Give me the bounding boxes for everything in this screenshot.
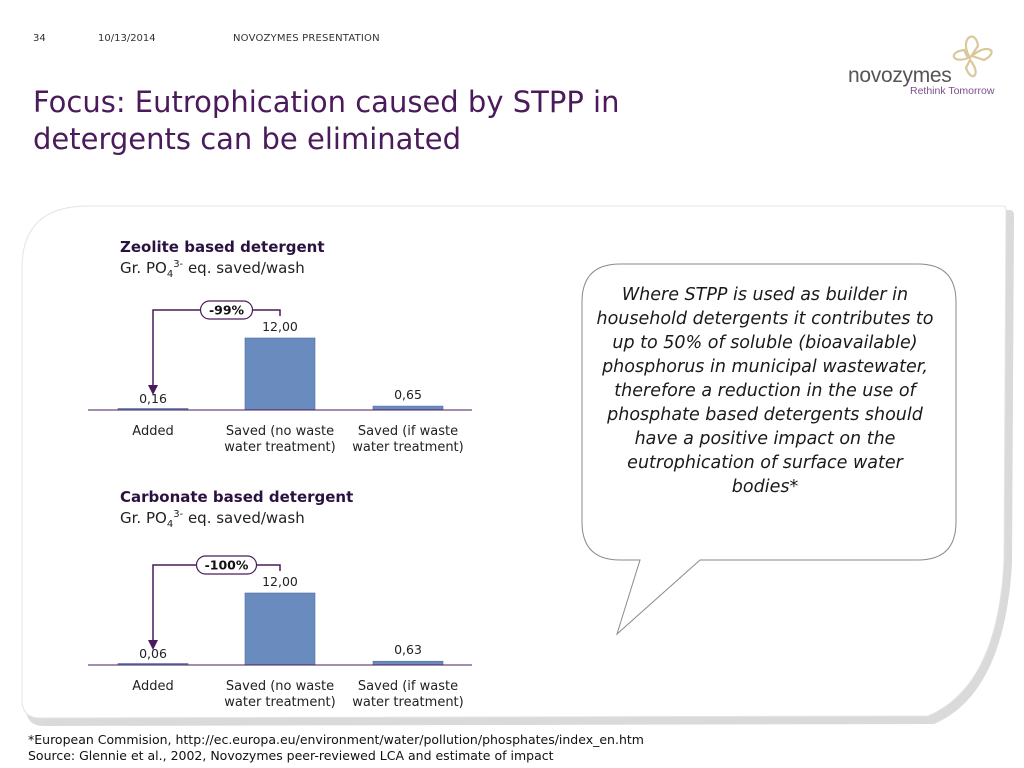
reduction-badge bbox=[199, 300, 254, 320]
category-label-3: Saved (if waste bbox=[358, 424, 458, 439]
logo-wordmark: novozymes bbox=[848, 64, 952, 87]
chart-1-subtitle: Gr. PO43- eq. saved/wash bbox=[120, 259, 305, 280]
presentation-label: NOVOZYMES PRESENTATION bbox=[233, 33, 380, 44]
bar-3 bbox=[372, 660, 444, 666]
category-label-2: water treatment) bbox=[224, 695, 335, 710]
category-label-3: Saved (if waste bbox=[358, 679, 458, 694]
chart-2-subtitle: Gr. PO43- eq. saved/wash bbox=[120, 509, 305, 530]
value-label-1: 0,06 bbox=[139, 646, 167, 661]
novozymes-logo: novozymes Rethink Tomorrow bbox=[848, 28, 1008, 108]
logo-flower-icon bbox=[952, 35, 993, 78]
speech-bubble bbox=[581, 263, 957, 636]
footnote-source: Source: Glennie et al., 2002, Novozymes … bbox=[28, 748, 554, 763]
slide-title-line-1: Focus: Eutrophication caused by STPP in bbox=[33, 85, 620, 119]
category-label-3: water treatment) bbox=[352, 695, 463, 710]
arrow-head-icon bbox=[148, 640, 158, 650]
value-label-2: 12,00 bbox=[262, 574, 298, 589]
value-label-3: 0,65 bbox=[394, 387, 422, 402]
value-label-3: 0,63 bbox=[394, 642, 422, 657]
logo-tagline: Rethink Tomorrow bbox=[910, 85, 995, 97]
slide-date: 10/13/2014 bbox=[98, 33, 156, 44]
category-label-2: Saved (no waste bbox=[226, 679, 334, 694]
value-label-1: 0,16 bbox=[139, 391, 167, 406]
reduction-label: -100% bbox=[205, 558, 249, 573]
arrow-head-icon bbox=[148, 385, 158, 395]
footnote-reference: *European Commision, http://ec.europa.eu… bbox=[28, 732, 644, 747]
slide-number: 34 bbox=[33, 33, 46, 44]
category-label-2: Saved (no waste bbox=[226, 424, 334, 439]
category-label-2: water treatment) bbox=[224, 440, 335, 455]
slide-title-line-2: detergents can be eliminated bbox=[33, 122, 462, 156]
category-label-3: water treatment) bbox=[352, 440, 463, 455]
category-label-1: Added bbox=[132, 679, 173, 694]
bar-2 bbox=[244, 337, 316, 411]
reduction-badge bbox=[195, 555, 258, 575]
chart-1-title: Zeolite based detergent bbox=[120, 238, 325, 256]
bar-3 bbox=[372, 405, 444, 411]
reduction-label: -99% bbox=[209, 303, 245, 318]
category-label-1: Added bbox=[132, 424, 173, 439]
slide-title: Focus: Eutrophication caused by STPP in … bbox=[33, 84, 753, 158]
value-label-2: 12,00 bbox=[262, 319, 298, 334]
callout-text: Where STPP is used as builder in househo… bbox=[596, 285, 934, 497]
chart-2-title: Carbonate based detergent bbox=[120, 488, 354, 506]
bar-2 bbox=[244, 592, 316, 666]
